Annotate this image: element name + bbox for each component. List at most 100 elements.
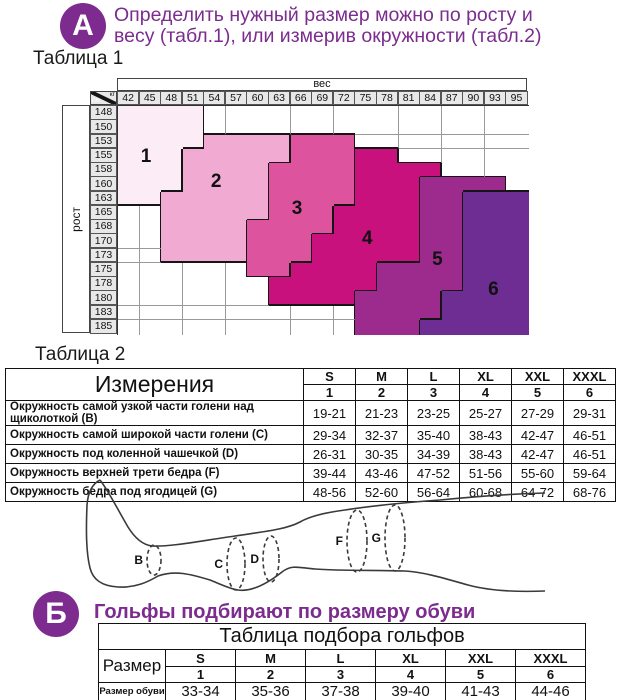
size-region-cell (355, 291, 378, 307)
measurement-value: 29-31 (563, 400, 616, 426)
empty-cell (161, 305, 184, 321)
size-region-cell (161, 163, 184, 178)
size-region-cell (312, 262, 335, 278)
empty-cell (269, 120, 292, 136)
shoe-size-value: 35-36 (235, 682, 306, 700)
measurement-value: 46-51 (563, 425, 616, 445)
knee-socks-table-title: Таблица подбора гольфов (97, 623, 587, 650)
height-header-cell: 163 (90, 190, 117, 206)
weight-axis-label: вес (117, 78, 527, 91)
size-region-number: 1 (140, 146, 152, 168)
weight-header-cell: 90 (462, 91, 485, 105)
size-region-cell (139, 177, 162, 193)
empty-cell (420, 134, 443, 150)
size-region-cell (376, 205, 400, 221)
shoe-size-value: 37-38 (305, 682, 376, 700)
empty-cell (484, 148, 507, 164)
weight-header-cell: 42 (117, 91, 140, 105)
size-number-cell: 2 (235, 666, 306, 683)
size-number-cell: 5 (511, 384, 564, 401)
empty-cell (290, 120, 313, 136)
shoe-size-value: 33-34 (165, 682, 236, 700)
section-a-heading: Определить нужный размер можно по росту … (114, 5, 616, 47)
empty-cell (118, 220, 141, 235)
size-region-cell (182, 220, 205, 235)
empty-cell (398, 120, 421, 136)
size-region-cell (161, 106, 184, 121)
size-region-cell (355, 277, 378, 292)
size-region-cell (204, 134, 227, 150)
size-region-cell (376, 248, 400, 264)
height-header-cell: 158 (90, 162, 117, 177)
weight-header-cell: 95 (505, 91, 528, 105)
empty-cell (204, 291, 227, 307)
measurement-value: 38-43 (459, 425, 512, 445)
empty-cell (182, 262, 205, 278)
empty-cell (420, 120, 443, 136)
size-region-cell (312, 191, 335, 207)
measurement-value: 42-47 (511, 444, 564, 464)
size-region-cell (355, 234, 378, 250)
size-region-cell (247, 220, 270, 235)
size-region-cell (420, 305, 443, 321)
size-number-cell: 4 (375, 666, 446, 683)
size-region-cell (463, 234, 486, 250)
size-region-cell (398, 319, 421, 335)
size-region-number: 4 (361, 227, 373, 249)
size-region-cell (182, 234, 205, 250)
empty-cell (161, 262, 184, 278)
measurement-value: 38-43 (459, 444, 512, 464)
empty-cell (463, 106, 486, 121)
size-number-cell: 5 (445, 666, 516, 683)
size-region-cell (290, 148, 313, 164)
size-region-cell (204, 177, 227, 193)
size-region-cell (225, 220, 249, 235)
size-region-cell (420, 234, 443, 250)
size-region-cell (247, 163, 270, 178)
size-letter-cell: S (303, 368, 356, 385)
measurement-value: 59-64 (563, 463, 616, 483)
weight-header-cell: 57 (224, 91, 248, 105)
empty-cell (333, 120, 356, 136)
size-region-cell (290, 291, 313, 307)
size-region-cell (312, 148, 335, 164)
empty-cell (161, 319, 184, 335)
leg-measurement-diagram: B C D F G (85, 479, 546, 593)
empty-cell (182, 277, 205, 292)
size-region-cell (441, 262, 464, 278)
size-letter-cell: M (235, 649, 306, 667)
shoe-size-value: 44-46 (514, 682, 587, 700)
table2-title: Таблица 2 (35, 344, 126, 365)
size-region-cell (484, 277, 507, 292)
size-region-cell (506, 319, 529, 335)
measure-point-label: F (336, 534, 343, 548)
size-region-cell (355, 248, 378, 264)
empty-cell (139, 277, 162, 292)
empty-cell (247, 277, 270, 292)
size-region-cell (376, 148, 400, 164)
size-region-cell (312, 134, 335, 150)
size-region-cell (398, 177, 421, 193)
weight-header-cell: 72 (332, 91, 355, 105)
size-letter-cell: L (305, 649, 376, 667)
size-region-cell (182, 248, 205, 264)
height-weight-size-chart: вес кг см 42 45 48 51 54 57 60 63 66 69 72 75 78 81 84… (62, 78, 529, 335)
size-region-cell (182, 177, 205, 193)
empty-cell (398, 148, 421, 164)
weight-header-cell: 63 (268, 91, 291, 105)
size-region-cell (247, 262, 270, 278)
shoe-size-row-label: Размер обуви (98, 682, 166, 700)
empty-cell (355, 120, 378, 136)
size-region-cell (204, 191, 227, 207)
size-region-cell (247, 248, 270, 264)
measurement-row: Окружность под коленной чашечкой (D) 26-3… (5, 444, 616, 464)
size-region-cell (247, 134, 270, 150)
size-region-cell (118, 148, 141, 164)
size-letter-cell: S (165, 649, 236, 667)
height-header-cell: 160 (90, 176, 117, 192)
size-region-cell (420, 262, 443, 278)
measurement-value: 32-37 (355, 425, 408, 445)
size-region-cell (204, 148, 227, 164)
size-region-cell (269, 148, 292, 164)
size-region-cell (398, 262, 421, 278)
